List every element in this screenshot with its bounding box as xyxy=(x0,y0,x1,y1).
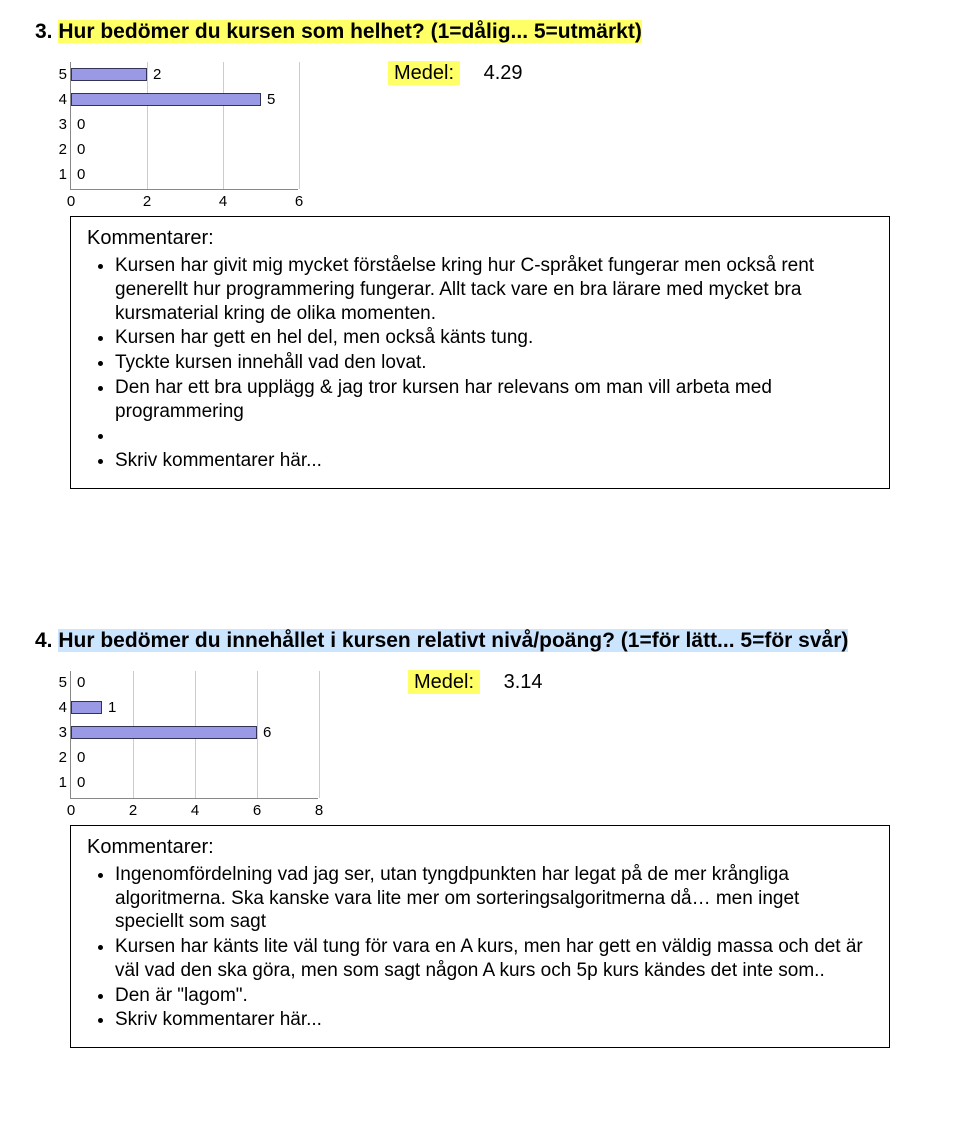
q3-comments-box: Kommentarer: Kursen har givit mig mycket… xyxy=(70,216,890,489)
chart-xtick: 8 xyxy=(315,798,323,819)
chart-value-label: 0 xyxy=(71,116,85,133)
chart-value-label: 1 xyxy=(102,699,116,716)
chart-value-label: 5 xyxy=(261,91,275,108)
chart-xtick: 4 xyxy=(191,798,199,819)
q3-medel: Medel: 4.29 xyxy=(388,62,523,85)
q4-chart: 024685041362010 xyxy=(70,671,318,799)
comment-item: Skriv kommentarer här... xyxy=(115,1008,873,1032)
chart-category-label: 2 xyxy=(53,749,71,766)
chart-category-label: 5 xyxy=(53,66,71,83)
chart-value-label: 0 xyxy=(71,749,85,766)
chart-xtick: 6 xyxy=(253,798,261,819)
chart-xtick: 0 xyxy=(67,798,75,819)
comment-item: Kursen har givit mig mycket förståelse k… xyxy=(115,254,873,325)
q4-medel: Medel: 3.14 xyxy=(408,671,543,694)
chart-category-label: 3 xyxy=(53,724,71,741)
q3-num: 3. xyxy=(35,20,53,43)
q4-medel-value: 3.14 xyxy=(486,671,543,693)
comment-item: Kursen har gett en hel del, men också kä… xyxy=(115,326,873,350)
q4-title: Hur bedömer du innehållet i kursen relat… xyxy=(58,629,848,652)
chart-bar-row: 45 xyxy=(53,91,275,107)
comment-item: Kursen har känts lite väl tung för vara … xyxy=(115,935,873,983)
q4-comments-box: Kommentarer: Ingenomfördelning vad jag s… xyxy=(70,825,890,1048)
q3-heading: 3. Hur bedömer du kursen som helhet? (1=… xyxy=(35,20,925,44)
chart-bar xyxy=(71,701,102,714)
question-3: 3. Hur bedömer du kursen som helhet? (1=… xyxy=(35,20,925,489)
question-4: 4. Hur bedömer du innehållet i kursen re… xyxy=(35,629,925,1048)
comment-item: Den har ett bra upplägg & jag tror kurse… xyxy=(115,376,873,424)
q3-chart: 02465245302010 xyxy=(70,62,298,190)
q3-medel-value: 4.29 xyxy=(466,62,523,84)
chart-category-label: 1 xyxy=(53,774,71,791)
q3-comments-list: Kursen har givit mig mycket förståelse k… xyxy=(87,254,873,473)
chart-bar-row: 50 xyxy=(53,675,85,691)
chart-value-label: 0 xyxy=(71,141,85,158)
q4-comments-list: Ingenomfördelning vad jag ser, utan tyng… xyxy=(87,863,873,1032)
q4-num: 4. xyxy=(35,629,53,652)
chart-category-label: 5 xyxy=(53,674,71,691)
q3-title: Hur bedömer du kursen som helhet? (1=dål… xyxy=(58,20,641,43)
chart-bar xyxy=(71,68,147,81)
chart-xtick: 2 xyxy=(143,189,151,210)
chart-category-label: 4 xyxy=(53,699,71,716)
chart-category-label: 1 xyxy=(53,166,71,183)
chart-gridline xyxy=(319,671,320,798)
chart-xtick: 2 xyxy=(129,798,137,819)
q4-medel-label: Medel: xyxy=(408,670,480,694)
chart-gridline xyxy=(223,62,224,189)
q4-comments-header: Kommentarer: xyxy=(87,836,873,859)
chart-xtick: 6 xyxy=(295,189,303,210)
chart-xtick: 4 xyxy=(219,189,227,210)
comment-item xyxy=(115,424,873,448)
comment-item: Ingenomfördelning vad jag ser, utan tyng… xyxy=(115,863,873,934)
chart-value-label: 6 xyxy=(257,724,271,741)
chart-bar-row: 36 xyxy=(53,725,271,741)
chart-bar xyxy=(71,726,257,739)
chart-bar-row: 10 xyxy=(53,775,85,791)
chart-value-label: 0 xyxy=(71,674,85,691)
chart-bar-row: 20 xyxy=(53,750,85,766)
chart-bar-row: 10 xyxy=(53,166,85,182)
chart-value-label: 0 xyxy=(71,774,85,791)
chart-bar-row: 20 xyxy=(53,141,85,157)
chart-value-label: 0 xyxy=(71,166,85,183)
comment-item: Skriv kommentarer här... xyxy=(115,449,873,473)
chart-category-label: 4 xyxy=(53,91,71,108)
chart-bar-row: 52 xyxy=(53,66,161,82)
q4-heading: 4. Hur bedömer du innehållet i kursen re… xyxy=(35,629,925,653)
comment-item: Tyckte kursen innehåll vad den lovat. xyxy=(115,351,873,375)
chart-bar-row: 30 xyxy=(53,116,85,132)
chart-gridline xyxy=(299,62,300,189)
chart-category-label: 3 xyxy=(53,116,71,133)
chart-category-label: 2 xyxy=(53,141,71,158)
q3-medel-label: Medel: xyxy=(388,61,460,85)
chart-bar-row: 41 xyxy=(53,700,116,716)
comment-item: Den är "lagom". xyxy=(115,984,873,1008)
q3-comments-header: Kommentarer: xyxy=(87,227,873,250)
chart-bar xyxy=(71,93,261,106)
chart-xtick: 0 xyxy=(67,189,75,210)
chart-value-label: 2 xyxy=(147,66,161,83)
